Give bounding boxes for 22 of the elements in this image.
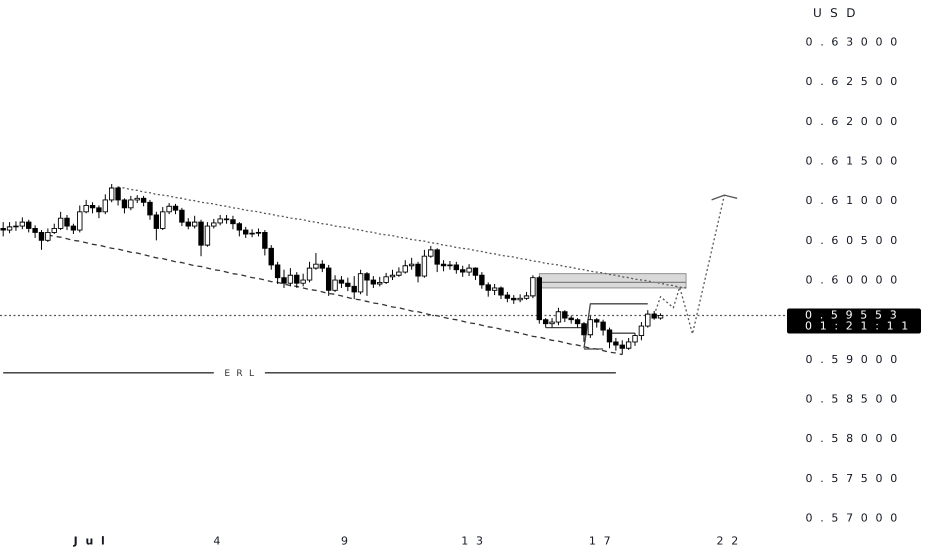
y-tick-label: 0.58000 <box>806 432 905 446</box>
text: 01:21:11 <box>805 319 916 332</box>
y-tick-label: 0.57000 <box>806 512 905 524</box>
y-tick-label: 0.61500 <box>806 154 905 168</box>
y-tick-label: 0.62000 <box>806 114 905 128</box>
y-tick-label: 0.60000 <box>806 274 905 287</box>
x-tick-label: 22 <box>716 534 746 548</box>
x-tick-label: 4 <box>213 534 228 548</box>
x-tick-label: Jul <box>72 534 112 548</box>
y-tick-label: 0.63000 <box>806 36 905 49</box>
x-tick-label: 9 <box>340 534 356 548</box>
series-label: ERL <box>224 368 260 379</box>
x-tick-label: 17 <box>588 534 618 548</box>
x-tick-label: 13 <box>461 534 491 548</box>
ref-line-label: 0.59553 <box>805 308 904 322</box>
y-tick-label: 0.58500 <box>806 392 905 406</box>
y-tick-label: 0.57500 <box>806 472 905 485</box>
y-axis-title: USD <box>813 6 864 20</box>
y-tick-label: 0.62500 <box>806 75 905 88</box>
y-tick-label: 0.59000 <box>806 352 905 366</box>
y-tick-label: 0.61000 <box>806 194 905 208</box>
y-tick-label: 0.60500 <box>806 234 905 247</box>
